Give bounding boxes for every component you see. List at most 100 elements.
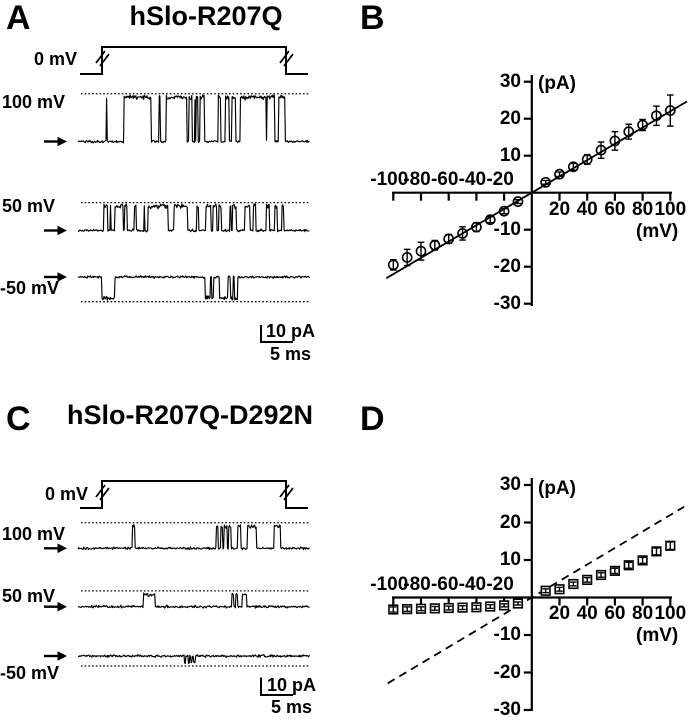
panel-b-x-tick-label: -40 [458,169,487,190]
panel-d-x-tick-label: 20 [548,603,571,624]
panel-c-trace-label-100mv: 100 mV [2,524,66,544]
panel-c-trace-label-50mv: 50 mV [2,586,56,606]
panel-d-letter: D [360,400,385,438]
panel-c-trace-row-2 [44,651,310,667]
baseline-arrow-head [57,651,67,661]
panel-b-x-tick-label: 40 [576,199,598,220]
panel-a-protocol-trace [80,46,308,75]
iv-data-point-circle [512,196,524,207]
panel-b-x-axis-unit: (mV) [636,221,679,242]
iv-data-point-circle [415,245,427,257]
panel-d-x-tick-label: 40 [576,603,598,624]
panel-c-title: hSlo-R207Q-D292N [66,400,314,430]
iv-data-point-circle [457,227,468,239]
panel-d-x-tick-label: 100 [654,603,687,624]
panel-b-x-tick-label: -20 [486,169,514,190]
panel-d-x-axis-unit: (mV) [636,625,679,646]
panel-c-traces [44,480,310,696]
panel-d-y-tick-label: -10 [493,624,521,645]
panel-c-trace-row-0 [44,522,310,554]
iv-data-point-circle [470,221,482,233]
panel-d-x-tick-label: -80 [403,574,431,595]
iv-data-point-circle [581,153,593,165]
panel-c-protocol-trace [80,480,308,509]
panel-b-x-tick-label: -60 [430,169,459,190]
iv-data-point-circle [637,119,648,131]
panel-a-scalebar-time-label: 5 ms [270,344,312,364]
single-channel-current-trace [77,654,310,665]
baseline-arrow-head [57,601,67,612]
panel-a-trace-label-100mv: 100 mV [2,92,66,112]
panel-d-x-tick-label: -20 [486,574,514,595]
panel-a-protocol-label: 0 mV [33,49,77,69]
panel-c-scalebar-current-label: 10 pA [267,675,317,695]
panel-a-letter: A [6,0,31,37]
panel-b-y-axis-unit: (pA) [538,73,576,94]
panel-d-y-tick-label: -30 [493,699,521,720]
iv-data-point-circle [429,239,441,251]
panel-d-y-tick-label: 30 [499,474,521,495]
iv-data-point-circle [540,176,552,188]
iv-data-point-circle [609,135,621,147]
panel-b-y-tick-label: 20 [499,107,521,129]
panel-a-scale-bar [260,325,293,343]
panel-c-scale-bar [260,677,293,696]
panel-a-trace-label-neg50mv: -50 mV [0,278,60,298]
panel-b-x-tick-label: 20 [548,199,571,220]
iv-data-point-circle [484,214,496,226]
panel-c-scalebar-time-label: 5 ms [271,697,313,717]
single-channel-current-trace [78,203,310,233]
panel-b-x-tick-label: 60 [604,199,626,220]
single-channel-current-trace [77,524,310,551]
iv-data-point-circle [623,126,635,138]
iv-data-point-circle [567,161,579,173]
panel-c-trace-row-1 [44,590,310,612]
iv-data-point-circle [554,168,565,180]
panel-d-x-tick-label: -100 [370,574,409,595]
panel-b-data-points [387,94,676,271]
panel-b-y-tick-label: 10 [499,144,521,166]
panel-b-letter: B [360,0,385,37]
panel-b-x-tick-label: -80 [403,169,431,190]
panel-d-iv-plot [387,478,685,712]
panel-a-title: hSlo-R207Q [129,1,283,31]
iv-data-point-circle [664,105,676,116]
iv-data-point-circle [443,233,455,245]
baseline-arrow-head [57,225,67,236]
panel-a-trace-label-50mv: 50 mV [2,196,56,216]
panel-d-x-tick-label: 80 [632,603,654,624]
panel-a-trace-row-1 [44,201,310,236]
baseline-arrow-head [57,136,67,147]
iv-data-point-circle [387,259,399,271]
panel-d-y-axis-unit: (pA) [538,478,576,499]
iv-data-point-circle [498,205,510,217]
panel-d-reference-dashed-line [387,505,685,685]
panel-a-trace-row-2 [44,272,310,303]
panel-b-x-tick-label: -100 [370,169,409,190]
iv-data-point-circle [651,110,662,122]
single-channel-current-trace [77,275,310,301]
baseline-arrow-head [57,543,67,554]
panel-b-y-tick-label: -10 [493,218,521,240]
panel-b-linear-fit-line [385,100,688,279]
single-channel-current-trace [77,94,310,144]
panel-b-x-tick-label: 80 [632,199,654,220]
panel-c-trace-label-neg50mv: -50 mV [0,663,60,683]
panel-a-scalebar-current-label: 10 pA [266,321,316,341]
panel-d-x-tick-label: -40 [458,574,487,595]
panel-c-protocol-label: 0 mV [44,484,88,504]
panel-d-x-tick-label: 60 [604,603,626,624]
panel-c-letter: C [6,400,31,438]
baseline-arrow-head [57,272,67,282]
panel-d-data-points [388,540,676,615]
panel-d-x-tick-label: -60 [430,574,459,595]
panel-b-iv-plot [385,75,688,306]
iv-data-point-circle [401,252,413,263]
panel-a-trace-row-0 [44,93,310,147]
panel-b-y-tick-label: -30 [493,292,521,314]
single-channel-current-trace [78,592,310,609]
panel-d-y-tick-label: 10 [499,549,521,570]
panel-b-y-tick-label: -20 [493,255,521,277]
